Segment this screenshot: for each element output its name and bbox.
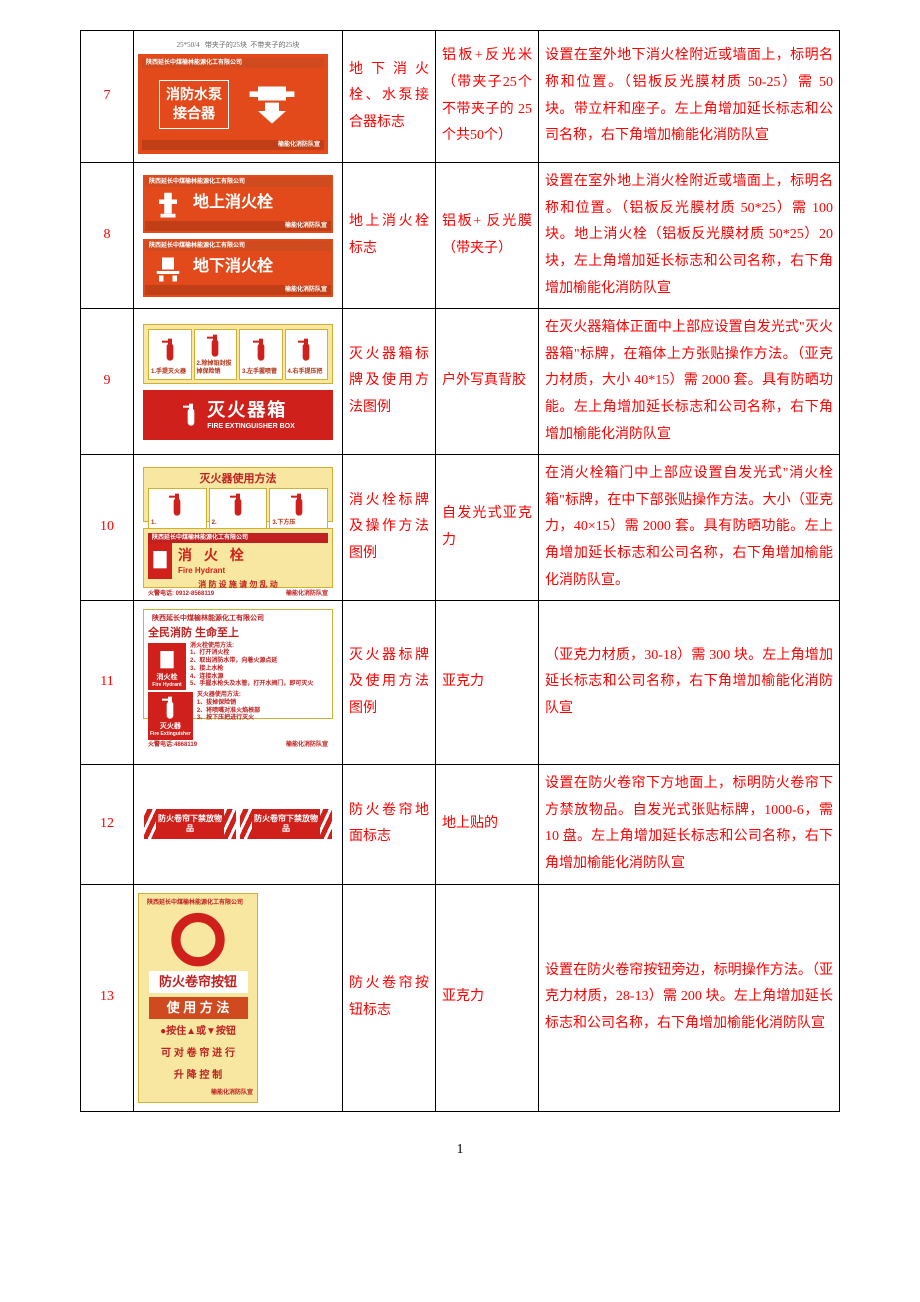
row-material: 亚克力 bbox=[436, 884, 539, 1111]
row-number: 12 bbox=[81, 765, 134, 884]
row-sign-preview: 陕西延长中煤榆林能源化工有限公司防火卷帘按钮使 用 方 法●按住▲或▼按钮可 对… bbox=[134, 884, 343, 1111]
row-description: 设置在防火卷帘按钮旁边，标明操作方法。（亚克力材质，28-13）需 200 块。… bbox=[539, 884, 840, 1111]
row-material: 铝板+ 反光膜（带夹子） bbox=[436, 163, 539, 309]
table-row: 10灭火器使用方法1.2.3.下方压陕西延长中煤榆林能源化工有限公司消 火 栓F… bbox=[81, 455, 840, 601]
row-sign-preview: 灭火器使用方法1.2.3.下方压陕西延长中煤榆林能源化工有限公司消 火 栓Fir… bbox=[134, 455, 343, 601]
row-number: 11 bbox=[81, 601, 134, 765]
row-number: 9 bbox=[81, 309, 134, 455]
table-row: 11陕西延长中煤榆林能源化工有限公司全民消防 生命至上消火栓Fire Hydra… bbox=[81, 601, 840, 765]
table-row: 725*50/4 带夹子的25块 不带夹子的25块陕西延长中煤榆林能源化工有限公… bbox=[81, 31, 840, 163]
row-number: 10 bbox=[81, 455, 134, 601]
row-name: 防火卷帘地面标志 bbox=[343, 765, 436, 884]
row-description: 设置在防火卷帘下方地面上，标明防火卷帘下方禁放物品。自发光式张贴标牌，1000-… bbox=[539, 765, 840, 884]
row-name: 地上消火栓标志 bbox=[343, 163, 436, 309]
signage-table: 725*50/4 带夹子的25块 不带夹子的25块陕西延长中煤榆林能源化工有限公… bbox=[80, 30, 840, 1112]
row-sign-preview: 25*50/4 带夹子的25块 不带夹子的25块陕西延长中煤榆林能源化工有限公司… bbox=[134, 31, 343, 163]
row-sign-preview: 陕西延长中煤榆林能源化工有限公司全民消防 生命至上消火栓Fire Hydrant… bbox=[134, 601, 343, 765]
row-name: 地下消火栓、水泵接合器标志 bbox=[343, 31, 436, 163]
row-description: 设置在室外地下消火栓附近或墙面上，标明名称和位置。（铝板反光膜材质 50-25）… bbox=[539, 31, 840, 163]
row-sign-preview: 防火卷帘下禁放物品防火卷帘下禁放物品 bbox=[134, 765, 343, 884]
row-name: 防火卷帘按钮标志 bbox=[343, 884, 436, 1111]
page-number: 1 bbox=[80, 1142, 840, 1158]
row-sign-preview: 1.手提灭火器2.除掉铅封拔掉保险销3.左手握喷管4.右手提压把灭火器箱FIRE… bbox=[134, 309, 343, 455]
row-name: 灭火器标牌及使用方法图例 bbox=[343, 601, 436, 765]
row-number: 13 bbox=[81, 884, 134, 1111]
row-number: 7 bbox=[81, 31, 134, 163]
row-material: 户外写真背胶 bbox=[436, 309, 539, 455]
row-material: 自发光式亚克力 bbox=[436, 455, 539, 601]
row-material: 铝板+反光米（带夹子25个不带夹子的 25 个共50个） bbox=[436, 31, 539, 163]
table-row: 8陕西延长中煤榆林能源化工有限公司地上消火栓榆能化消防队宣陕西延长中煤榆林能源化… bbox=[81, 163, 840, 309]
row-material: 地上贴的 bbox=[436, 765, 539, 884]
table-row: 12防火卷帘下禁放物品防火卷帘下禁放物品防火卷帘地面标志地上贴的设置在防火卷帘下… bbox=[81, 765, 840, 884]
row-sign-preview: 陕西延长中煤榆林能源化工有限公司地上消火栓榆能化消防队宣陕西延长中煤榆林能源化工… bbox=[134, 163, 343, 309]
row-description: （亚克力材质，30-18）需 300 块。左上角增加延长标志和公司名称，右下角增… bbox=[539, 601, 840, 765]
row-description: 设置在室外地上消火栓附近或墙面上，标明名称和位置。（铝板反光膜材质 50*25）… bbox=[539, 163, 840, 309]
table-row: 13陕西延长中煤榆林能源化工有限公司防火卷帘按钮使 用 方 法●按住▲或▼按钮可… bbox=[81, 884, 840, 1111]
row-material: 亚克力 bbox=[436, 601, 539, 765]
row-number: 8 bbox=[81, 163, 134, 309]
row-name: 消火栓标牌及操作方法图例 bbox=[343, 455, 436, 601]
row-description: 在消火栓箱门中上部应设置自发光式"消火栓箱"标牌，在中下部张贴操作方法。大小（亚… bbox=[539, 455, 840, 601]
table-row: 91.手提灭火器2.除掉铅封拔掉保险销3.左手握喷管4.右手提压把灭火器箱FIR… bbox=[81, 309, 840, 455]
row-name: 灭火器箱标牌及使用方法图例 bbox=[343, 309, 436, 455]
row-description: 在灭火器箱体正面中上部应设置自发光式"灭火器箱"标牌，在箱体上方张贴操作方法。（… bbox=[539, 309, 840, 455]
